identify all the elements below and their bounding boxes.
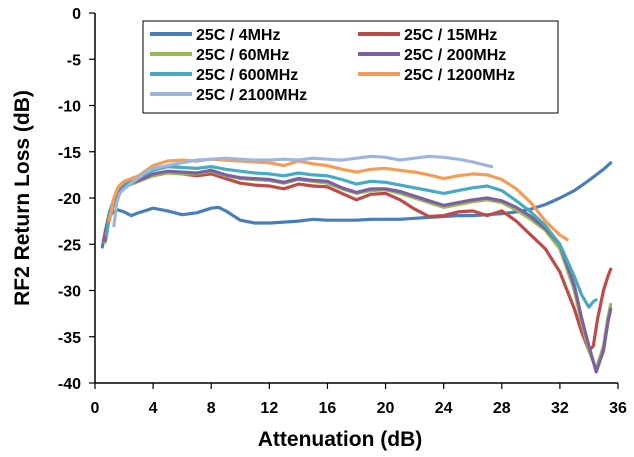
- legend-box: [142, 20, 559, 114]
- y-tick-label: 0: [72, 6, 81, 23]
- y-tick-label: -40: [58, 376, 81, 393]
- x-tick-label: 16: [319, 400, 337, 417]
- y-tick-label: -25: [58, 237, 81, 254]
- legend-label-0: 25C / 4MHz: [196, 27, 280, 44]
- x-axis-label: Attenuation (dB): [258, 428, 422, 451]
- y-tick-label: -5: [67, 52, 81, 69]
- legend: 25C / 4MHz 25C / 15MHz 25C / 60MHz 25C / 20…: [150, 27, 515, 104]
- y-tick-label: -15: [58, 145, 81, 162]
- y-tick-label: -10: [58, 99, 81, 116]
- series-line-6: [112, 154, 494, 228]
- x-tick-label: 20: [377, 400, 395, 417]
- x-axis-ticks: 0 4 8 12 16 20 24 28 32 36: [91, 383, 627, 417]
- series-line-4: [104, 165, 598, 309]
- y-tick-label: -30: [58, 284, 81, 301]
- series-line-5: [107, 157, 569, 242]
- x-tick-label: 36: [609, 400, 627, 417]
- legend-label-3: 25C / 200MHz: [404, 47, 506, 64]
- legend-label-6: 25C / 2100MHz: [196, 87, 307, 104]
- x-tick-label: 0: [91, 400, 100, 417]
- series-line-1: [102, 170, 613, 353]
- x-tick-label: 8: [207, 400, 216, 417]
- x-tick-label: 24: [435, 400, 453, 417]
- legend-label-5: 25C / 1200MHz: [404, 67, 515, 84]
- y-tick-label: -20: [58, 191, 81, 208]
- x-tick-label: 28: [493, 400, 511, 417]
- legend-label-1: 25C / 15MHz: [404, 27, 497, 44]
- y-tick-label: -35: [58, 330, 81, 347]
- legend-label-4: 25C / 600MHz: [196, 67, 298, 84]
- series-layer: [100, 154, 613, 374]
- legend-label-2: 25C / 60MHz: [196, 47, 289, 64]
- x-tick-label: 12: [260, 400, 278, 417]
- y-axis-ticks: 0 -5 -10 -15 -20 -25 -30 -35 -40: [58, 6, 95, 393]
- x-tick-label: 4: [149, 400, 158, 417]
- y-axis-label: RF2 Return Loss (dB): [11, 90, 34, 306]
- x-tick-label: 32: [551, 400, 569, 417]
